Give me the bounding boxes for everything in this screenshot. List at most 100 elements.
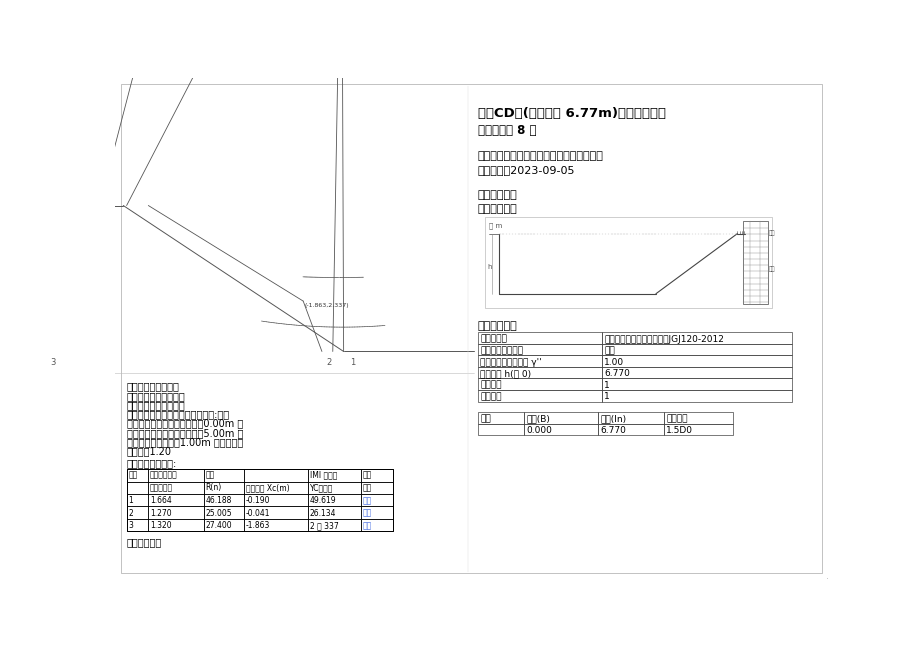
Bar — [204, 482, 244, 494]
Bar — [524, 412, 597, 424]
Text: 分法中的土条宽度：1.00m 整体稳定安: 分法中的土条宽度：1.00m 整体稳定安 — [127, 437, 243, 447]
Bar — [485, 217, 771, 307]
Bar — [244, 482, 308, 494]
Bar — [121, 84, 821, 574]
Bar — [601, 344, 790, 355]
Bar — [308, 519, 360, 531]
Bar — [204, 469, 244, 482]
Text: 坑底面以下滑裂面搜索步长：5.00m 条: 坑底面以下滑裂面搜索步长：5.00m 条 — [127, 428, 243, 437]
Text: 整体和定安全: 整体和定安全 — [150, 471, 177, 480]
Text: 支护结构安全等级: 支护结构安全等级 — [480, 346, 523, 355]
Bar — [127, 506, 148, 519]
Text: 地基: 地基 — [768, 267, 775, 272]
Bar — [663, 412, 732, 424]
Text: 坑底面以下的截止计算深度：0.00m 基: 坑底面以下的截止计算深度：0.00m 基 — [127, 419, 243, 428]
Bar — [477, 378, 601, 390]
Text: 1.320: 1.320 — [150, 521, 171, 530]
Text: 全系数：1.20: 全系数：1.20 — [127, 446, 172, 456]
Bar — [127, 494, 148, 506]
Bar — [477, 355, 601, 367]
Text: 二级: 二级 — [604, 346, 614, 355]
Text: 天然放坡支护: 天然放坡支护 — [477, 204, 516, 214]
Bar — [360, 494, 392, 506]
Text: 極 m: 極 m — [489, 223, 502, 230]
Text: -1.863: -1.863 — [245, 521, 270, 530]
Bar — [477, 332, 601, 344]
Text: 坡号: 坡号 — [480, 415, 490, 424]
Bar — [148, 482, 204, 494]
Text: 土工: 土工 — [768, 230, 775, 236]
Bar — [204, 506, 244, 519]
Text: (-1.863,2.337): (-1.863,2.337) — [304, 303, 349, 309]
Bar — [148, 469, 204, 482]
Bar — [244, 519, 308, 531]
Bar — [244, 494, 308, 506]
Text: 1.00: 1.00 — [604, 357, 623, 367]
Text: 稳定计算含算地层考虑孔隙水压力:否基: 稳定计算含算地层考虑孔隙水压力:否基 — [127, 409, 230, 419]
Bar — [524, 424, 597, 436]
Text: 3: 3 — [51, 358, 56, 367]
Text: 满足: 满足 — [362, 483, 371, 492]
Text: 1.270: 1.270 — [150, 508, 171, 518]
Text: 2: 2 — [326, 358, 331, 367]
Bar — [601, 390, 790, 402]
Text: YC（三）: YC（三） — [309, 483, 333, 492]
Text: 半径: 半径 — [206, 471, 215, 480]
Text: 1: 1 — [350, 358, 355, 367]
Text: h: h — [486, 264, 491, 270]
Text: ［基本信息］: ［基本信息］ — [477, 321, 516, 331]
Bar — [204, 494, 244, 506]
Text: 满足: 满足 — [362, 508, 371, 518]
Bar — [360, 482, 392, 494]
Bar — [601, 378, 790, 390]
Bar — [477, 424, 524, 436]
Text: 支护结构重要性系数 γ'': 支护结构重要性系数 γ'' — [480, 357, 541, 367]
Bar — [308, 469, 360, 482]
Text: 2 工 337: 2 工 337 — [309, 521, 338, 530]
Text: 《建筑基坑支护技术规程》JGJ120-2012: 《建筑基坑支护技术规程》JGJ120-2012 — [604, 335, 723, 344]
Text: 规范与规程: 规范与规程 — [480, 335, 506, 344]
Bar — [127, 482, 148, 494]
Bar — [360, 506, 392, 519]
Text: 台宽(B): 台宽(B) — [526, 415, 550, 424]
Text: 26.134: 26.134 — [309, 508, 335, 518]
Text: ［支护方案］: ［支护方案］ — [477, 190, 516, 200]
Text: 6.770: 6.770 — [604, 369, 630, 378]
Text: 1.5D0: 1.5D0 — [665, 426, 692, 435]
Text: 满足: 满足 — [362, 496, 371, 505]
Text: 放坡级数: 放坡级数 — [480, 381, 501, 390]
Text: 满足: 满足 — [362, 521, 371, 530]
Text: 圆心坐标 Xc(m): 圆心坐标 Xc(m) — [245, 483, 289, 492]
Text: 天然放坡计算结果:: 天然放坡计算结果: — [127, 458, 176, 469]
Bar — [597, 424, 663, 436]
Bar — [308, 506, 360, 519]
Bar — [601, 332, 790, 344]
Bar — [601, 367, 790, 378]
Text: 6.770: 6.770 — [599, 426, 625, 435]
Text: 基坑深度 h(三 0): 基坑深度 h(三 0) — [480, 369, 530, 378]
Bar — [244, 506, 308, 519]
Bar — [148, 506, 204, 519]
Bar — [127, 519, 148, 531]
Text: IMI 心坐标: IMI 心坐标 — [309, 471, 336, 480]
Bar — [148, 519, 204, 531]
Text: ［放坡信息］: ［放坡信息］ — [127, 537, 162, 547]
Text: 纬一路嘟填 8 段: 纬一路嘟填 8 段 — [477, 124, 536, 137]
Text: 3: 3 — [128, 521, 133, 530]
Text: 二、CD段(基坑深度 6.77m)支护单元计算: 二、CD段(基坑深度 6.77m)支护单元计算 — [477, 107, 665, 120]
Text: 坡度系数: 坡度系数 — [665, 415, 686, 424]
Bar — [601, 355, 790, 367]
Bar — [360, 519, 392, 531]
Bar — [308, 482, 360, 494]
Bar — [127, 469, 392, 531]
Text: 设计单位：四川省川建勘察设计院有限公司: 设计单位：四川省川建勘察设计院有限公司 — [477, 151, 603, 161]
Text: R(n): R(n) — [206, 483, 221, 492]
Text: 设计时间：2023-09-05: 设计时间：2023-09-05 — [477, 165, 574, 175]
Text: 应力状态：有效应力法: 应力状态：有效应力法 — [127, 400, 185, 410]
Text: 1: 1 — [604, 381, 609, 390]
Text: 出我个数: 出我个数 — [480, 393, 501, 401]
Text: 49.619: 49.619 — [309, 496, 335, 505]
Text: 25.005: 25.005 — [206, 508, 232, 518]
Text: 1: 1 — [128, 496, 132, 505]
Bar — [477, 412, 524, 424]
